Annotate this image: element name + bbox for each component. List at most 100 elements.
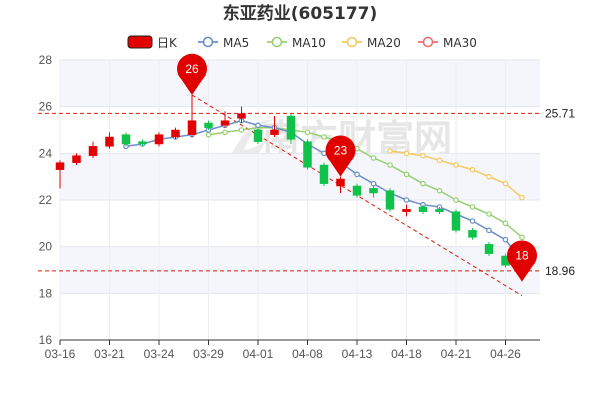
candle xyxy=(303,139,312,170)
ma20-point xyxy=(436,157,443,164)
ma20-point xyxy=(387,148,393,154)
trend-line-segment xyxy=(191,94,523,297)
ma5-point xyxy=(255,122,261,129)
legend-label: MA30 xyxy=(443,36,477,50)
ma5-point xyxy=(370,180,377,187)
x-tick-label: 03-29 xyxy=(193,347,224,361)
ma20-point xyxy=(420,152,426,159)
price-marker: 23 xyxy=(325,135,356,177)
candle xyxy=(385,188,395,212)
ma5-point xyxy=(486,227,492,234)
candle-body xyxy=(105,136,114,147)
ma10-point xyxy=(321,134,327,140)
candle-body xyxy=(88,146,98,156)
legend-item-ma5[interactable]: MA5 xyxy=(198,36,249,50)
candle-body xyxy=(402,209,411,212)
x-tick-label: 04-18 xyxy=(391,347,422,361)
price-marker-label: 26 xyxy=(185,62,199,76)
reference-lines: 25.71 18.96 xyxy=(38,106,575,278)
candle-body xyxy=(319,164,329,184)
ma10-point xyxy=(304,129,311,136)
reference-line-label: 25.71 xyxy=(545,106,575,120)
candle xyxy=(237,106,246,123)
legend-label: MA10 xyxy=(292,36,326,50)
price-marker-pin xyxy=(177,53,208,95)
ma5-point xyxy=(469,218,476,224)
y-tick-label: 28 xyxy=(39,53,53,67)
price-marker-pin xyxy=(507,240,537,282)
ma10-point xyxy=(387,162,393,168)
candle xyxy=(286,113,296,144)
x-tick-label: 04-08 xyxy=(292,347,323,361)
y-tick-label: 24 xyxy=(39,146,53,160)
candle-body xyxy=(55,162,65,170)
ma20-point xyxy=(453,162,459,168)
candle xyxy=(369,186,378,198)
plot-band xyxy=(60,60,540,107)
price-marker: 26 xyxy=(177,53,208,95)
candle xyxy=(187,95,197,137)
candle-body xyxy=(187,120,197,135)
price-marker-label: 18 xyxy=(515,249,529,263)
price-marker-label: 23 xyxy=(334,144,348,158)
y-axis: 16 18 20 22 24 26 28 xyxy=(39,53,53,347)
candle xyxy=(55,160,65,189)
ma5-point xyxy=(502,236,509,243)
trend-line xyxy=(191,94,523,297)
x-tick-label: 04-13 xyxy=(342,347,373,361)
legend-swatch-dot xyxy=(202,36,214,48)
x-tick-label: 04-26 xyxy=(490,347,521,361)
legend-swatch-dot xyxy=(422,36,434,48)
candle-body xyxy=(237,113,246,119)
candle-body xyxy=(303,141,312,168)
candle xyxy=(121,132,131,147)
price-markers: 26 23 18 xyxy=(177,53,537,282)
chart-title: 东亚药业(605177) xyxy=(223,3,378,24)
candle xyxy=(154,132,164,147)
candle-body xyxy=(369,188,378,194)
ma20-point xyxy=(519,194,525,201)
candle xyxy=(72,153,81,165)
ma10-point xyxy=(502,220,509,227)
ma10-point xyxy=(238,127,245,133)
y-tick-label: 22 xyxy=(39,193,53,207)
candle xyxy=(352,183,362,198)
ma5-point xyxy=(354,171,360,178)
candle-body xyxy=(204,122,213,128)
ma10-point xyxy=(205,131,212,138)
price-marker: 18 xyxy=(507,240,537,282)
ma20-point xyxy=(403,150,410,157)
x-tick-label: 03-24 xyxy=(144,347,175,361)
candle-body xyxy=(154,134,164,145)
candle xyxy=(253,127,263,144)
legend[interactable]: 日K MA5 MA10 MA20 MA30 xyxy=(127,35,477,50)
x-tick-label: 03-21 xyxy=(94,347,125,361)
candle-body xyxy=(171,129,180,138)
candle xyxy=(451,209,461,233)
ma10-point xyxy=(222,129,228,136)
ma10-point xyxy=(436,187,443,194)
candle-body xyxy=(451,211,461,231)
candle xyxy=(319,162,329,186)
candle xyxy=(88,141,98,158)
candle-body xyxy=(418,206,428,212)
candle xyxy=(138,139,147,147)
legend-item-ma20[interactable]: MA20 xyxy=(342,36,401,50)
legend-item-ma30[interactable]: MA30 xyxy=(418,36,477,50)
ma10-point xyxy=(370,155,377,161)
ma20-point xyxy=(502,180,509,187)
candle-body xyxy=(121,134,131,145)
ma10-point xyxy=(519,234,525,241)
candle xyxy=(204,120,213,130)
y-tick-label: 26 xyxy=(39,100,53,114)
candle xyxy=(336,176,345,193)
legend-item-ma10[interactable]: MA10 xyxy=(267,36,326,50)
ma10-point xyxy=(486,211,492,217)
candle-body xyxy=(72,155,81,163)
ma20-point xyxy=(486,173,492,180)
candle xyxy=(270,116,279,137)
legend-label: MA20 xyxy=(367,36,401,50)
ma5-point xyxy=(403,197,410,203)
legend-item-k[interactable]: 日K xyxy=(127,35,178,50)
